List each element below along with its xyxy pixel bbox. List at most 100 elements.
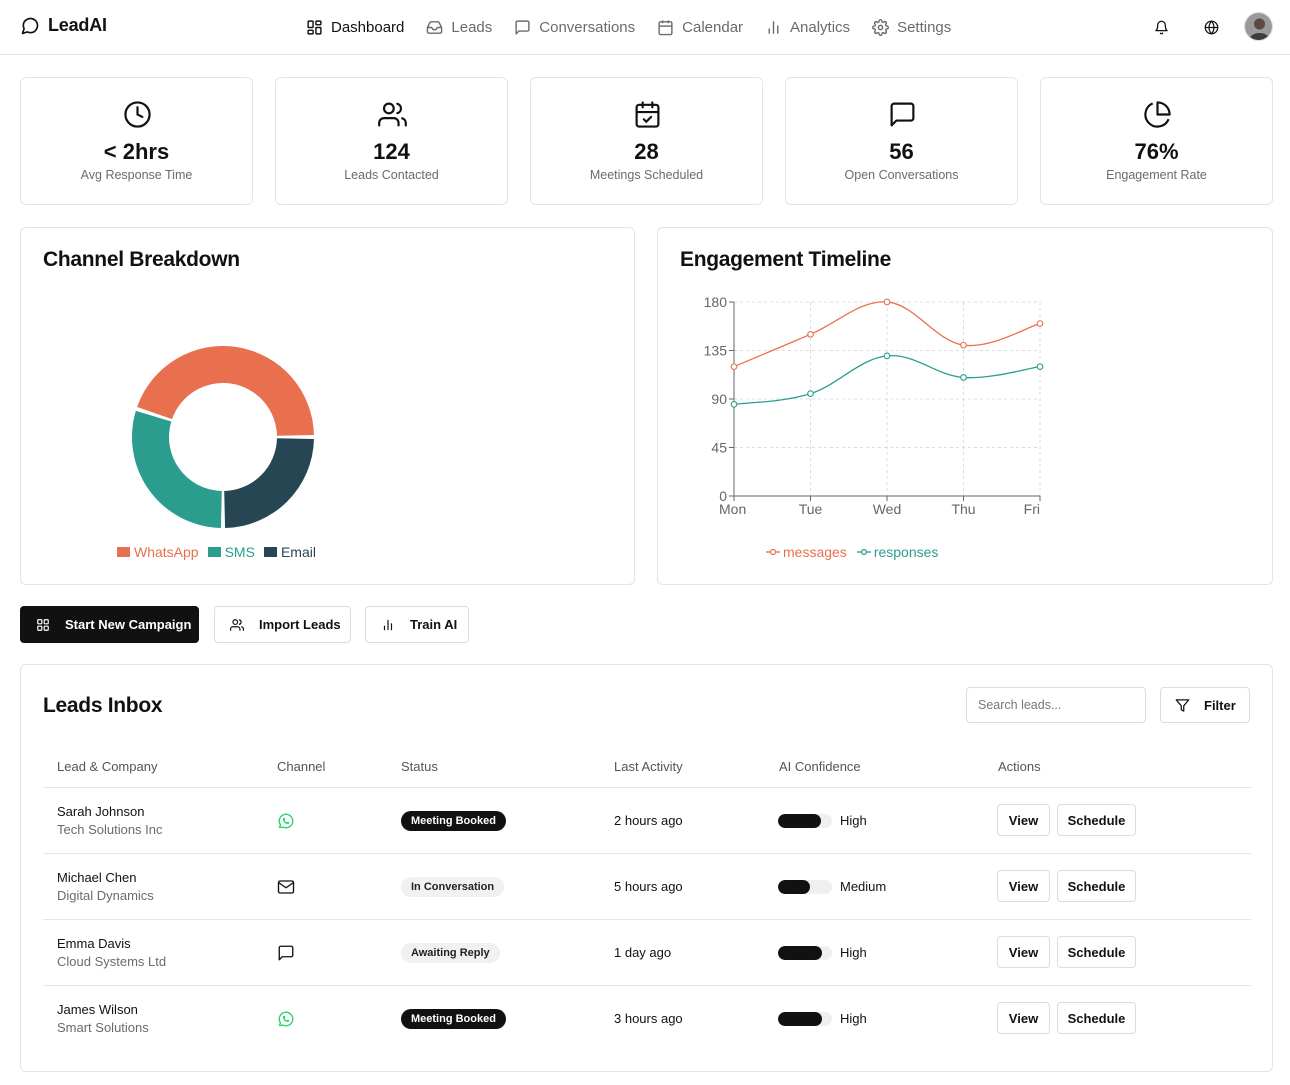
- table-row[interactable]: Sarah Johnson Tech Solutions Inc Meeting…: [43, 787, 1251, 853]
- calendar-icon: [658, 19, 673, 35]
- nav-settings[interactable]: Settings: [872, 16, 951, 38]
- donut-legend: WhatsApp SMS Email: [117, 544, 325, 560]
- grid-icon: [37, 618, 49, 631]
- import-leads-button[interactable]: Import Leads: [214, 606, 351, 643]
- nav-calendar[interactable]: Calendar: [657, 16, 743, 38]
- data-point-responses: [883, 352, 891, 360]
- whatsapp-icon: [278, 1011, 294, 1027]
- train-ai-button[interactable]: Train AI: [365, 606, 469, 643]
- start-campaign-button[interactable]: Start New Campaign: [20, 606, 199, 643]
- nav-label: Leads: [451, 18, 493, 36]
- nav-conversations[interactable]: Conversations: [514, 16, 635, 38]
- top-header: LeadAI Dashboard Leads Conversations Cal…: [0, 0, 1290, 55]
- view-button[interactable]: View: [997, 804, 1050, 836]
- filter-button[interactable]: Filter: [1160, 687, 1250, 723]
- schedule-button[interactable]: Schedule: [1057, 870, 1136, 902]
- confidence-bar: [778, 880, 832, 894]
- y-tick-label: 45: [711, 440, 727, 456]
- view-button[interactable]: View: [997, 870, 1050, 902]
- x-tick-label: Wed: [873, 501, 902, 517]
- column-header-last-activity[interactable]: Last Activity: [614, 759, 683, 774]
- main-nav: Dashboard Leads Conversations Calendar A…: [306, 16, 973, 38]
- schedule-button[interactable]: Schedule: [1057, 936, 1136, 968]
- table-row[interactable]: Michael Chen Digital Dynamics In Convers…: [43, 853, 1251, 919]
- chat-icon: [278, 945, 294, 961]
- data-point-messages: [960, 341, 967, 349]
- line-legend: messages responses: [766, 544, 947, 560]
- confidence-label: High: [840, 813, 867, 828]
- language-button[interactable]: [1201, 17, 1221, 37]
- lead-name[interactable]: James Wilson: [57, 1002, 138, 1017]
- nav-label: Dashboard: [331, 18, 405, 36]
- y-tick-label: 90: [711, 391, 727, 407]
- users-icon: [378, 102, 407, 127]
- column-header-ai-confidence[interactable]: AI Confidence: [779, 759, 861, 774]
- view-button[interactable]: View: [997, 936, 1050, 968]
- button-label: Import Leads: [259, 617, 341, 632]
- gear-icon: [872, 18, 889, 36]
- lead-cell: Sarah Johnson Tech Solutions Inc: [57, 804, 163, 837]
- channel-breakdown-panel: Channel Breakdown WhatsApp SMS Email: [20, 227, 635, 585]
- button-label: Filter: [1204, 697, 1236, 713]
- whatsapp-icon: [278, 813, 294, 829]
- chat-icon: [515, 19, 530, 35]
- search-input[interactable]: [966, 687, 1146, 723]
- legend-swatch: [263, 547, 277, 557]
- stat-value: 28: [634, 139, 659, 164]
- nav-label: Analytics: [790, 18, 851, 36]
- confidence-fill: [778, 880, 811, 894]
- y-tick-label: 0: [719, 488, 727, 504]
- lead-name[interactable]: Sarah Johnson: [57, 804, 145, 819]
- stat-value: 56: [889, 139, 914, 164]
- confidence-label: High: [840, 1011, 867, 1026]
- nav-label: Settings: [897, 18, 952, 36]
- brand[interactable]: LeadAI: [20, 15, 107, 36]
- nav-dashboard[interactable]: Dashboard: [306, 16, 404, 38]
- last-activity: 3 hours ago: [614, 1011, 683, 1026]
- users-icon: [230, 618, 244, 631]
- legend-swatch: [117, 547, 130, 557]
- column-header-lead[interactable]: Lead & Company: [57, 759, 158, 774]
- table-row[interactable]: James Wilson Smart Solutions Meeting Boo…: [43, 985, 1251, 1051]
- stat-value: 76%: [1134, 139, 1179, 164]
- avatar[interactable]: [1244, 12, 1273, 41]
- last-activity: 5 hours ago: [614, 879, 683, 894]
- x-tick-label: Thu: [951, 501, 975, 517]
- line-chart: 0 45 90 135 180 Mon Tue Wed Thu Fri: [704, 294, 1044, 517]
- schedule-button[interactable]: Schedule: [1057, 1002, 1136, 1034]
- clock-icon: [124, 101, 151, 128]
- y-tick-label: 180: [704, 294, 728, 310]
- lead-cell: James Wilson Smart Solutions: [57, 1002, 149, 1035]
- lead-name[interactable]: Michael Chen: [57, 870, 137, 885]
- column-header-status[interactable]: Status: [401, 759, 438, 774]
- column-header-channel[interactable]: Channel: [277, 759, 326, 774]
- data-point-messages: [807, 330, 814, 338]
- confidence-bar: [778, 1012, 832, 1026]
- legend-label: WhatsApp: [134, 544, 199, 560]
- stat-label: Open Conversations: [844, 168, 959, 182]
- nav-label: Conversations: [539, 18, 636, 36]
- bar-chart-icon: [383, 619, 393, 630]
- button-label: Train AI: [410, 617, 458, 632]
- schedule-button[interactable]: Schedule: [1057, 804, 1136, 836]
- lead-name[interactable]: Emma Davis: [57, 936, 131, 951]
- inbox-icon: [427, 20, 443, 34]
- stat-card-engagement-rate: 76% Engagement Rate: [1040, 77, 1273, 205]
- confidence-bar: [778, 946, 832, 960]
- pie-icon: [1144, 101, 1171, 128]
- stat-card-meetings: 28 Meetings Scheduled: [530, 77, 763, 205]
- brand-name: LeadAI: [48, 15, 107, 35]
- dashboard-icon: [307, 19, 322, 35]
- status-badge: In Conversation: [401, 877, 505, 897]
- leads-inbox-panel: Leads Inbox Filter Lead & Company Channe…: [20, 664, 1273, 1072]
- nav-leads[interactable]: Leads: [426, 16, 492, 38]
- column-header-actions: Actions: [998, 759, 1041, 774]
- table-row[interactable]: Emma Davis Cloud Systems Ltd Awaiting Re…: [43, 919, 1251, 985]
- view-button[interactable]: View: [997, 1002, 1050, 1034]
- nav-analytics[interactable]: Analytics: [765, 16, 850, 38]
- notifications-button[interactable]: [1151, 17, 1171, 37]
- filter-icon: [1175, 698, 1190, 712]
- stat-label: Leads Contacted: [344, 168, 439, 182]
- stat-label: Avg Response Time: [80, 168, 193, 182]
- x-tick-label: Fri: [1024, 501, 1040, 517]
